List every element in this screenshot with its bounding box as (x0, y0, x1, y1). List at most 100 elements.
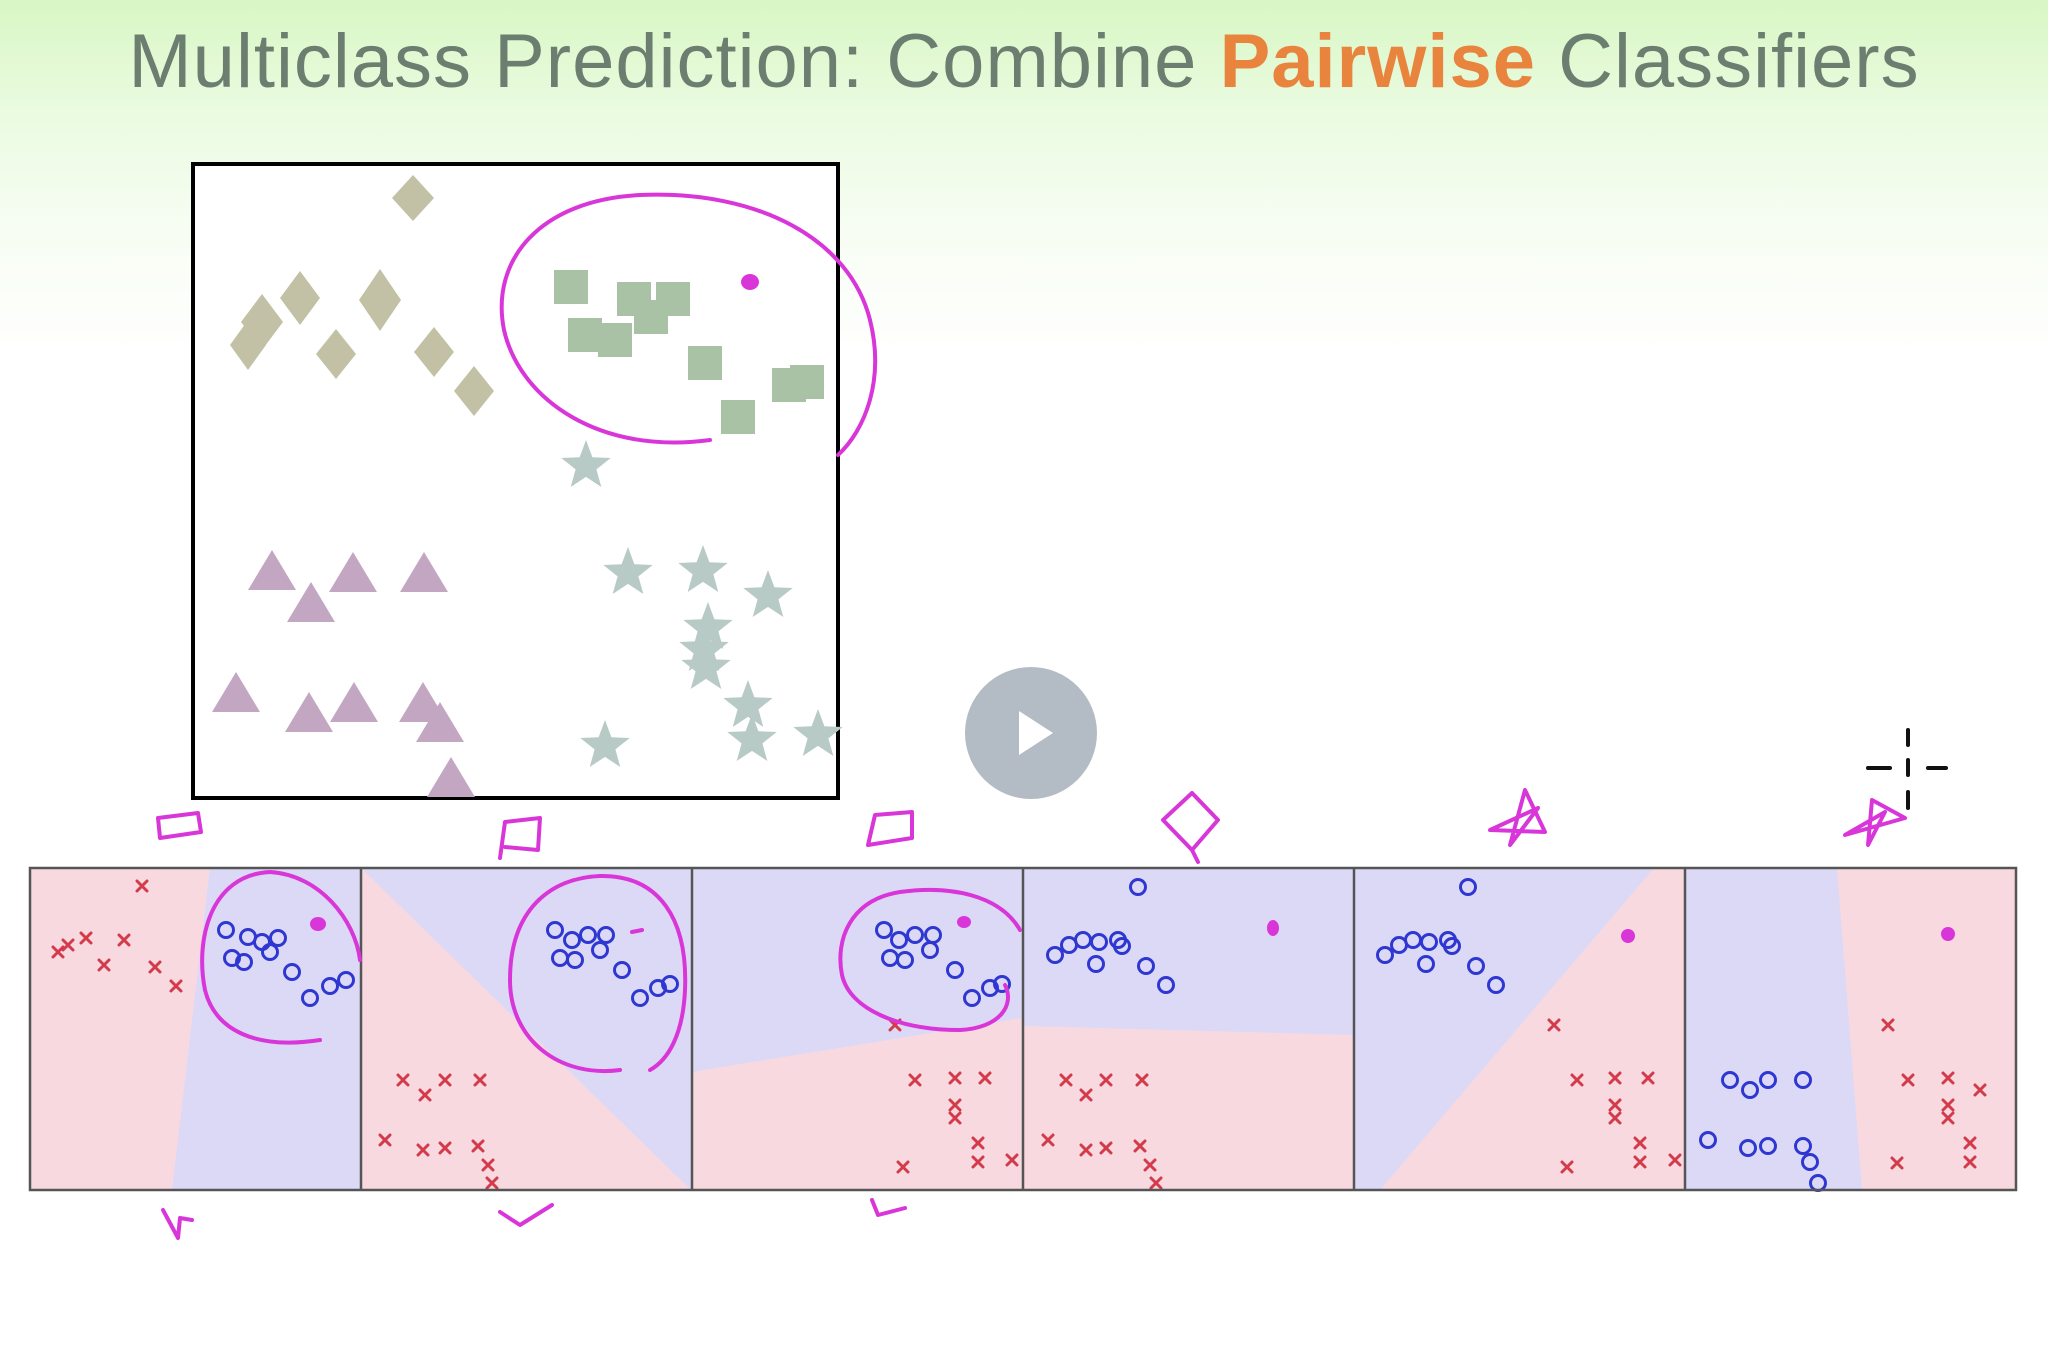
diamond-point (280, 271, 320, 325)
o-marker (1739, 1139, 1757, 1157)
o-marker (1699, 1131, 1717, 1149)
o-marker (1129, 878, 1147, 896)
square-point (598, 323, 632, 357)
x-marker (1547, 1018, 1561, 1032)
x-marker (1641, 1071, 1655, 1085)
o-marker (1420, 933, 1438, 951)
x-marker (1941, 1111, 1955, 1125)
ink-star-symbol-2 (1843, 798, 1907, 847)
star-point (683, 602, 733, 649)
o-marker (1794, 1071, 1812, 1089)
star-point (681, 642, 731, 689)
star-point (580, 720, 630, 767)
x-marker (971, 1136, 985, 1150)
x-marker (51, 945, 65, 959)
ink-square-symbol-3 (866, 810, 914, 847)
triangle-point (329, 552, 377, 592)
o-marker (1487, 976, 1505, 994)
x-marker (1059, 1073, 1073, 1087)
o-marker (1157, 976, 1175, 994)
square-point (688, 346, 722, 380)
ink-circle-squares (499, 192, 878, 457)
square-class-points (554, 270, 824, 434)
x-marker (117, 933, 131, 947)
o-marker (1046, 946, 1064, 964)
o-marker (1794, 1137, 1812, 1155)
title-highlight: Pairwise (1219, 19, 1536, 104)
ink-circle-panel-3 (838, 887, 1022, 1032)
x-marker (896, 1160, 910, 1174)
o-marker (1376, 946, 1394, 964)
triangle-point (212, 672, 260, 712)
ink-query-point (310, 917, 326, 931)
ink-query-point (1621, 929, 1635, 943)
star-point (603, 547, 653, 594)
o-marker (566, 951, 584, 969)
x-marker (1973, 1083, 1987, 1097)
x-marker (169, 979, 183, 993)
ink-query-point (957, 916, 971, 928)
ink-square-symbol-2 (498, 816, 542, 860)
o-marker (1459, 878, 1477, 896)
title-suffix: Classifiers (1535, 19, 1920, 104)
x-marker (948, 1071, 962, 1085)
o-marker (321, 977, 339, 995)
triangle-point (285, 692, 333, 732)
x-marker (1668, 1153, 1682, 1167)
o-marker (1443, 937, 1461, 955)
o-marker (1741, 1081, 1759, 1099)
o-marker (591, 941, 609, 959)
x-marker (1608, 1098, 1622, 1112)
ink-annotations-main (499, 192, 878, 457)
x-marker (471, 1139, 485, 1153)
o-marker (579, 926, 597, 944)
x-class-markers (51, 879, 1987, 1190)
o-marker (337, 971, 355, 989)
play-button[interactable] (965, 667, 1097, 799)
star-point (561, 440, 611, 487)
o-marker (613, 961, 631, 979)
x-marker (1099, 1073, 1113, 1087)
x-marker (1901, 1073, 1915, 1087)
o-marker (946, 961, 964, 979)
square-point (568, 318, 602, 352)
diamond-point (316, 329, 356, 379)
triangle-point (248, 550, 296, 590)
star-point (723, 680, 773, 727)
x-marker (481, 1158, 495, 1172)
triangle-class-points (212, 550, 475, 797)
diamond-point (392, 175, 434, 221)
o-marker (1087, 955, 1105, 973)
x-marker (1560, 1160, 1574, 1174)
square-point (721, 400, 755, 434)
ink-mark-below-2 (498, 1203, 554, 1227)
ink-query-point (1267, 920, 1279, 936)
o-marker (631, 989, 649, 1007)
x-marker (1135, 1073, 1149, 1087)
x-marker (1633, 1136, 1647, 1150)
x-marker (1941, 1071, 1955, 1085)
x-marker (1608, 1111, 1622, 1125)
o-marker (283, 963, 301, 981)
ink-star-symbol-1 (1488, 788, 1547, 847)
ink-diamond-symbol (1161, 791, 1220, 864)
ink-circle-panel-2 (508, 873, 688, 1074)
x-marker (79, 931, 93, 945)
o-marker (235, 953, 253, 971)
x-marker (148, 960, 162, 974)
x-marker (948, 1111, 962, 1125)
diamond-point (359, 269, 401, 331)
o-marker (1417, 955, 1435, 973)
x-marker (1963, 1155, 1977, 1169)
x-marker (1963, 1136, 1977, 1150)
diamond-class-points (230, 175, 494, 416)
title-prefix: Multiclass Prediction: Combine (128, 19, 1220, 104)
pairwise-panel-1 (30, 868, 360, 1190)
x-marker (418, 1088, 432, 1102)
o-marker (993, 975, 1011, 993)
x-marker (485, 1176, 499, 1190)
pairwise-panel-4 (1023, 868, 1353, 1190)
pairwise-panels (28, 788, 2018, 1240)
ink-mark-below-1 (161, 1208, 194, 1240)
